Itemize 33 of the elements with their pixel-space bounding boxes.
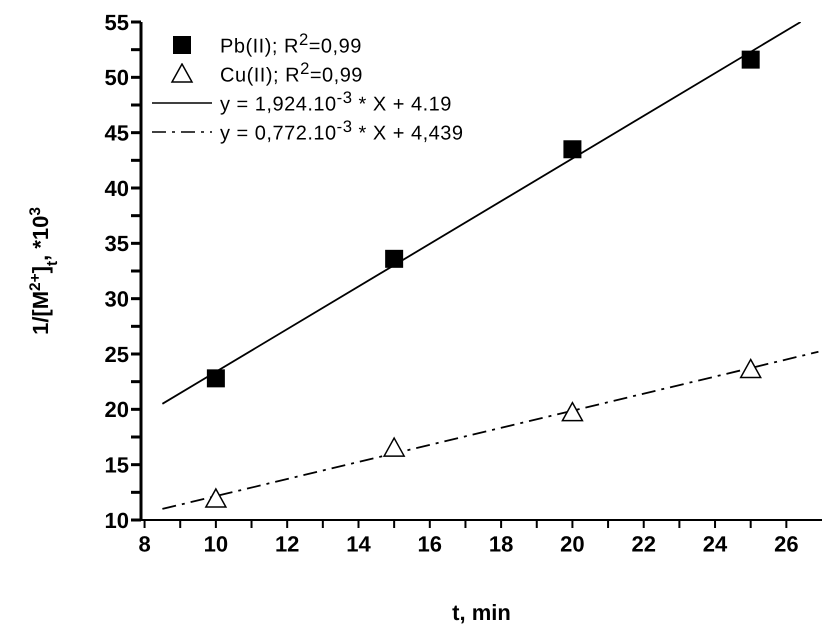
y-tick-label: 25 bbox=[104, 342, 129, 367]
y-tick-label: 45 bbox=[104, 120, 129, 146]
point bbox=[383, 437, 405, 457]
x-tick-label: 20 bbox=[560, 532, 585, 557]
point bbox=[205, 488, 227, 508]
legend-label: Cu(II); R$^{2}$=0,99 bbox=[220, 59, 363, 88]
legend-label: y = 0,772.10$^{-3}$ * X + 4,439 bbox=[220, 117, 464, 146]
point bbox=[562, 402, 584, 422]
point bbox=[563, 140, 582, 158]
y-tick-label: 30 bbox=[104, 286, 129, 312]
legend-label: Pb(II); R$^{2}$=0,99 bbox=[220, 30, 362, 59]
x-axis-title: t, min bbox=[452, 600, 511, 625]
x-tick-label: 18 bbox=[488, 532, 514, 557]
y-tick-label: 40 bbox=[104, 176, 129, 201]
x-tick-label: 16 bbox=[418, 532, 442, 557]
y-tick-label: 50 bbox=[104, 65, 129, 90]
y-tick-label: 10 bbox=[104, 508, 129, 533]
x-tick-label: 24 bbox=[702, 532, 728, 557]
x-tick-label: 14 bbox=[346, 532, 372, 557]
point bbox=[740, 358, 762, 378]
x-tick-label: 12 bbox=[274, 532, 300, 557]
x-tick-label: 26 bbox=[774, 532, 799, 557]
x-tick-label: 10 bbox=[204, 532, 228, 557]
y-tick-label: 55 bbox=[104, 10, 129, 35]
x-tick-label: 8 bbox=[138, 532, 151, 557]
legend-label: y = 1,924.10$^{-3}$ * X + 4.19 bbox=[220, 88, 452, 117]
point bbox=[385, 250, 404, 268]
y-tick-label: 35 bbox=[104, 231, 129, 256]
y-tick-label: 15 bbox=[104, 452, 129, 478]
y-tick-label: 20 bbox=[104, 397, 129, 422]
point bbox=[206, 369, 225, 388]
x-tick-label: 22 bbox=[631, 532, 656, 557]
point bbox=[742, 50, 760, 69]
